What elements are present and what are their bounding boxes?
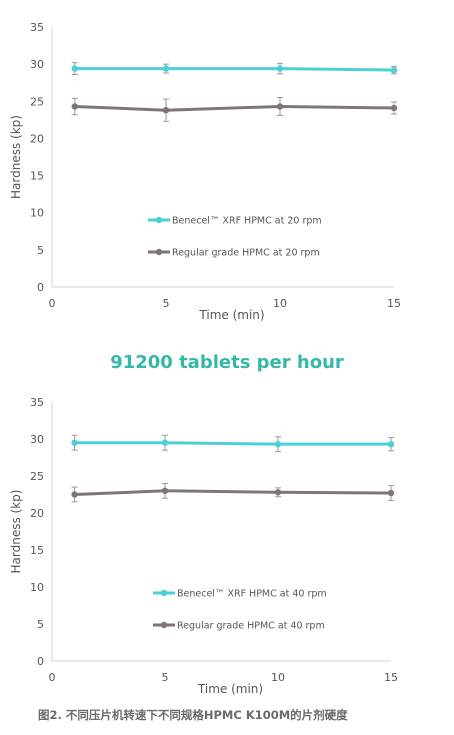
x-tick-label: 10 (271, 671, 285, 684)
data-point (274, 440, 282, 448)
y-tick-label: 5 (37, 618, 44, 631)
legend-swatch-marker (155, 248, 163, 256)
data-point (274, 489, 282, 496)
legend-label: Benecel™ XRF HPMC at 20 rpm (172, 216, 322, 227)
legend-label: Regular grade HPMC at 40 rpm (177, 621, 325, 632)
x-tick-label: 15 (384, 671, 398, 684)
data-point (161, 487, 169, 494)
legend-swatch-marker (160, 621, 168, 629)
legend-swatch-marker (155, 216, 163, 224)
legend-swatch-marker (160, 589, 168, 597)
figure-caption: 图2. 不同压片机转速下不同规格HPMC K100M的片剂硬度 (38, 708, 348, 722)
y-tick-label: 30 (30, 58, 44, 71)
series-line (74, 104, 395, 112)
y-tick-label: 35 (30, 396, 44, 409)
y-tick-label: 0 (37, 281, 44, 294)
data-point (390, 66, 398, 74)
y-tick-label: 0 (37, 655, 44, 668)
y-tick-label: 25 (30, 470, 44, 483)
x-tick-label: 0 (49, 671, 56, 684)
y-tick-label: 35 (30, 21, 44, 34)
chart-section-title: 91200 tablets per hour (110, 352, 344, 373)
data-point (162, 107, 170, 114)
data-point (276, 103, 284, 110)
y-axis-title: Hardness (kp) (9, 115, 23, 199)
x-axis-title: Time (min) (197, 682, 263, 696)
data-point (276, 65, 284, 72)
series-line (74, 441, 391, 446)
y-tick-label: 20 (30, 507, 44, 520)
x-tick-label: 5 (163, 297, 170, 310)
legend-label: Benecel™ XRF HPMC at 40 rpm (177, 589, 327, 600)
data-point (390, 104, 398, 112)
data-point (387, 489, 395, 497)
x-tick-label: 10 (273, 297, 287, 310)
y-tick-label: 10 (30, 207, 44, 220)
data-point (387, 440, 395, 448)
y-tick-label: 15 (30, 170, 44, 183)
hardness-chart-40rpm: 0 5 10 15 20 25 30 35 0 5 10 15 Time (min) Hardness (… (9, 396, 398, 696)
x-tick-label: 15 (387, 297, 401, 310)
x-axis-title: Time (min) (198, 308, 264, 322)
x-tick-label: 5 (162, 671, 169, 684)
legend-label: Regular grade HPMC at 20 rpm (172, 248, 320, 259)
data-point (162, 65, 170, 72)
data-point (71, 103, 79, 110)
y-axis-title: Hardness (kp) (9, 490, 23, 574)
data-point (71, 491, 78, 498)
y-tick-label: 15 (30, 544, 44, 557)
y-tick-label: 25 (30, 95, 44, 108)
hardness-chart-20rpm: 0 5 10 15 20 25 30 35 0 5 10 15 Time (min) Hardness (… (9, 21, 401, 322)
y-tick-label: 10 (30, 581, 44, 594)
y-tick-label: 30 (30, 433, 44, 446)
y-tick-label: 5 (37, 244, 44, 257)
series-line (74, 489, 392, 496)
data-point (161, 439, 169, 446)
data-point (71, 439, 78, 446)
x-tick-label: 0 (49, 297, 56, 310)
data-point (71, 65, 79, 72)
series-line (74, 67, 395, 72)
y-tick-label: 20 (30, 132, 44, 145)
